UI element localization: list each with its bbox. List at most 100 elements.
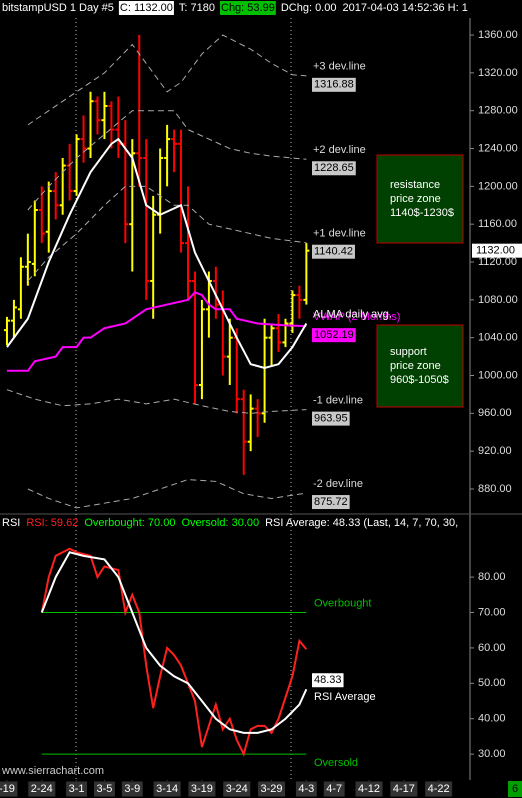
x-tick-label: 3-14 bbox=[156, 783, 178, 795]
header-text: Overbought: 70.00 bbox=[84, 517, 175, 529]
level-label: Overbought bbox=[314, 597, 371, 609]
x-tick-box bbox=[65, 780, 89, 798]
header-bg bbox=[177, 1, 216, 15]
y-tick-label: 1160.00 bbox=[478, 218, 517, 230]
page-number: 6 bbox=[512, 783, 518, 795]
last-price-box bbox=[472, 243, 522, 258]
x-tick-label: 3-24 bbox=[226, 783, 248, 795]
zone-box bbox=[376, 324, 464, 408]
series-line bbox=[40, 547, 308, 757]
x-tick-box bbox=[222, 780, 252, 798]
header-text: bitstampUSD 1 Day #5 bbox=[2, 2, 114, 14]
header-text: RSI bbox=[2, 517, 20, 529]
header-bg bbox=[341, 1, 469, 15]
series-label: VWAP (2 Months) bbox=[313, 311, 400, 323]
level-label: Oversold bbox=[314, 757, 358, 769]
y-tick-label: 80.00 bbox=[478, 571, 506, 583]
series-label: RSI Average bbox=[314, 691, 376, 703]
x-tick-box bbox=[0, 780, 19, 798]
y-tick-label: 960.00 bbox=[478, 407, 512, 419]
y-tick-label: 60.00 bbox=[478, 642, 506, 654]
header-bg bbox=[1, 1, 115, 15]
x-tick-box bbox=[187, 780, 217, 798]
x-tick-label: 3-29 bbox=[261, 783, 283, 795]
series-value-box bbox=[312, 673, 344, 688]
series-value-box bbox=[312, 161, 356, 176]
y-tick-label: 1240.00 bbox=[478, 142, 518, 154]
series-value: 48.33 bbox=[314, 674, 342, 686]
series-label: +3 dev.line bbox=[313, 61, 366, 73]
x-tick-label: 3-9 bbox=[124, 783, 140, 795]
x-tick-label: 2-24 bbox=[31, 783, 53, 795]
y-tick-label: 1280.00 bbox=[478, 105, 518, 117]
y-tick-label: 1120.00 bbox=[478, 256, 517, 268]
series-label: ALMA daily avg. bbox=[313, 308, 392, 320]
zone-text: resistance bbox=[390, 179, 440, 191]
y-tick-label: 1200.00 bbox=[478, 180, 518, 192]
zone-text: price zone bbox=[390, 360, 441, 372]
series-value: 875.72 bbox=[314, 496, 348, 508]
header-text: T: 7180 bbox=[179, 2, 215, 14]
series-value: 1228.65 bbox=[314, 162, 354, 174]
zone-text: 960$-1050$ bbox=[390, 374, 449, 386]
y-tick-label: 1080.00 bbox=[478, 294, 518, 306]
x-tick-label: 4-3 bbox=[298, 783, 314, 795]
header-bg bbox=[118, 1, 174, 15]
series-label: -1 dev.line bbox=[313, 395, 363, 407]
watermark: www.sierrachart.com bbox=[1, 765, 104, 777]
y-tick-label: 50.00 bbox=[478, 677, 506, 689]
x-tick-label: 4-12 bbox=[358, 783, 380, 795]
series-value-box bbox=[312, 495, 350, 510]
y-tick-label: 30.00 bbox=[478, 748, 506, 760]
header-bg bbox=[279, 1, 338, 15]
y-tick-label: 880.00 bbox=[478, 483, 512, 495]
x-tick-box bbox=[92, 780, 116, 798]
header-bg bbox=[220, 1, 276, 15]
series-value: 1140.42 bbox=[314, 246, 353, 258]
series-line bbox=[6, 291, 307, 372]
x-tick-label: 3-19 bbox=[191, 783, 213, 795]
page-number-box bbox=[508, 781, 522, 797]
header-text: RSI: 59.62 bbox=[26, 517, 78, 529]
series-value: 1052.19 bbox=[314, 329, 354, 341]
header-text: Oversold: 30.00 bbox=[181, 517, 259, 529]
x-tick-label: 3-5 bbox=[96, 783, 112, 795]
last-price-label: 1132.00 bbox=[476, 245, 515, 257]
x-tick-label: 4-22 bbox=[428, 783, 450, 795]
series-label: +1 dev.line bbox=[313, 228, 366, 240]
series-line bbox=[27, 110, 307, 211]
x-tick-box bbox=[152, 780, 182, 798]
zone-text: price zone bbox=[390, 193, 441, 205]
x-tick-box bbox=[389, 780, 419, 798]
y-tick-label: 70.00 bbox=[478, 606, 506, 618]
series-line bbox=[27, 34, 307, 126]
series-value-box bbox=[312, 77, 356, 92]
series-value-box bbox=[312, 328, 356, 343]
x-tick-box bbox=[27, 780, 57, 798]
x-tick-box bbox=[354, 780, 384, 798]
series-label: +2 dev.line bbox=[313, 144, 366, 156]
series-line bbox=[27, 185, 307, 282]
header-text: 2017-04-03 14:52:36 H: 1 bbox=[342, 2, 467, 14]
header-text: C: 1132.00 bbox=[120, 2, 173, 14]
x-tick-box bbox=[257, 780, 287, 798]
x-tick-label: 3-1 bbox=[69, 783, 85, 795]
series-value: 963.95 bbox=[314, 413, 348, 425]
y-tick-label: 1320.00 bbox=[478, 67, 518, 79]
header-text: RSI Average: 48.33 (Last, 14, 7, 70, 30, bbox=[265, 517, 458, 529]
y-tick-label: 40.00 bbox=[478, 713, 506, 725]
x-tick-box bbox=[322, 780, 346, 798]
y-tick-label: 1000.00 bbox=[478, 369, 518, 381]
x-tick-label: -19 bbox=[0, 783, 15, 795]
zone-box bbox=[376, 154, 464, 244]
y-tick-label: 920.00 bbox=[478, 445, 512, 457]
series-line bbox=[27, 479, 307, 509]
y-tick-label: 1040.00 bbox=[478, 332, 518, 344]
header-text: Chg: 53.99 bbox=[221, 2, 275, 14]
series-line bbox=[6, 137, 308, 369]
series-line bbox=[40, 551, 308, 734]
zone-text: support bbox=[390, 346, 427, 358]
series-value: 1316.88 bbox=[314, 79, 354, 91]
